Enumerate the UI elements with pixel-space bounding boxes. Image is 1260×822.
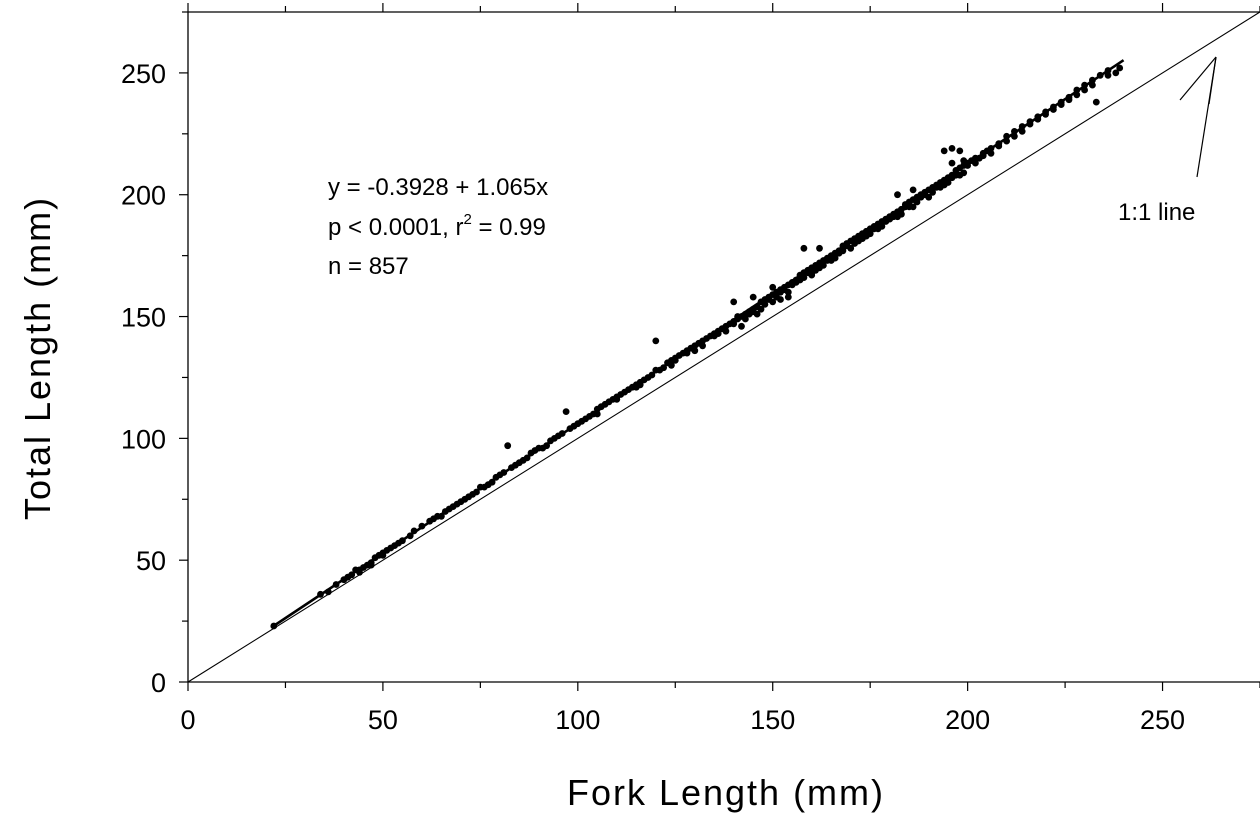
data-point [929,188,936,196]
x-tick-label: 200 [945,705,990,735]
data-point [738,322,745,330]
data-point [769,298,777,306]
x-tick-label: 50 [368,705,398,735]
one-to-one-callout: 1:1 line [1118,56,1217,226]
data-point [847,244,855,252]
x-axis-title: Fork Length (mm) [567,772,885,813]
data-point [757,305,765,313]
x-tick-label: 150 [750,705,795,735]
data-point [816,244,823,252]
y-tick-label: 100 [121,424,166,454]
data-point [894,191,901,199]
callout-arrowhead-left [1179,56,1217,101]
y-tick-label: 150 [121,303,166,333]
x-tick-label: 100 [555,705,600,735]
data-point [909,203,917,211]
data-point [761,301,769,308]
data-point [862,232,870,240]
data-point [808,271,816,279]
data-point [784,293,792,301]
data-point [1104,71,1112,79]
data-point [956,171,964,179]
x-tick-label: 250 [1140,705,1185,735]
x-tick-label: 0 [180,705,195,735]
stats-annotation: p < 0.0001, r2 = 0.99 [328,211,546,241]
data-point [769,283,777,291]
data-point [504,442,512,450]
equation-annotation: y = -0.3928 + 1.065x [328,174,548,201]
data-point [753,310,761,318]
regression-line [273,59,1125,627]
data-point [777,296,784,303]
stats-superscript: 2 [463,211,471,228]
data-point [699,342,706,350]
data-point [1116,64,1124,72]
data-point [742,315,749,323]
one-to-one-label: 1:1 line [1118,199,1195,226]
stats-suffix: = 0.99 [472,214,546,241]
data-point [730,298,738,306]
data-point [784,288,792,296]
data-point [909,186,917,194]
data-point [562,408,570,415]
data-point [816,264,823,272]
data-point [956,147,964,155]
y-tick-label: 250 [121,59,166,89]
y-tick-label: 0 [151,668,166,698]
data-point [722,327,730,335]
data-point [925,193,933,201]
y-tick-label: 50 [136,546,166,576]
data-point [948,159,956,167]
data-point [749,293,757,301]
stats-prefix: p < 0.0001, r [328,214,463,241]
data-point [1112,69,1120,77]
y-axis-title: Total Length (mm) [17,196,58,520]
plot-frame [187,11,1260,683]
regression-fit-line [273,59,1125,627]
data-point [940,181,948,189]
data-point [800,244,808,252]
reference-line [187,11,1260,683]
data-point [691,347,699,355]
axis-ticks [179,3,1260,691]
one-to-one-line [187,11,1260,683]
sample-size-annotation: n = 857 [328,253,409,280]
data-point [940,147,948,155]
data-point [800,274,808,281]
tick-labels: 0 50 100 150 200 250 0 50 100 150 200 250 [121,59,1185,735]
data-point [831,254,839,262]
data-point [948,145,956,152]
y-tick-label: 200 [121,181,166,211]
data-point [878,223,886,230]
data-point [960,157,968,165]
data-point [987,149,995,157]
callout-arrowhead-right [1208,56,1217,105]
data-point [652,337,660,345]
data-point [1092,98,1100,106]
data-point [894,213,901,221]
